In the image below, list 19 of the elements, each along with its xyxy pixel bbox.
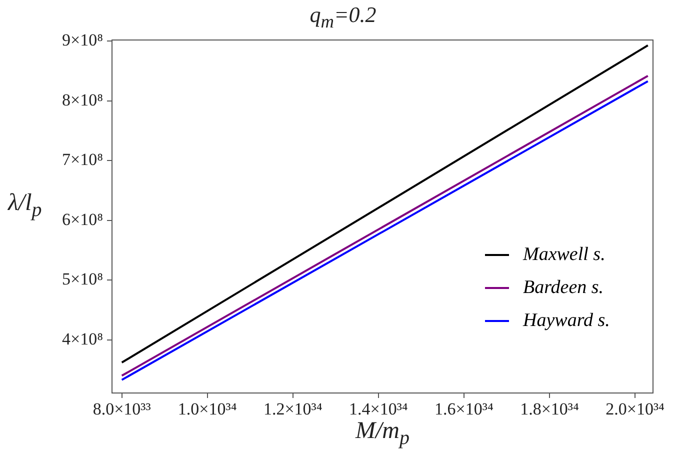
- y-tick-label: 7×10⁸: [62, 150, 104, 170]
- legend-label: Hayward s.: [523, 310, 610, 332]
- x-tick-label: 1.2×10³⁴: [263, 400, 322, 419]
- y-tick-label: 9×10⁸: [62, 30, 104, 50]
- x-tick-label: 1.0×10³⁴: [178, 400, 237, 419]
- y-tick-label: 4×10⁸: [62, 329, 104, 348]
- y-tick-label: 6×10⁸: [62, 210, 104, 229]
- legend-label: Bardeen s.: [523, 276, 604, 298]
- y-tick-label: 8×10⁸: [62, 90, 104, 110]
- chart-title: q$_{m}$=0.2: [308, 2, 378, 32]
- x-tick-label: 1.4×10³⁴: [349, 400, 408, 419]
- x-tick-label: 2.0×10³⁴: [606, 400, 665, 419]
- y-tick-label: 5×10⁸: [62, 270, 104, 289]
- x-tick-label: 8.0×10³³: [92, 400, 151, 419]
- legend-label: Maxwell s.: [523, 244, 606, 266]
- y-axis-title: λ/l$_{p}$: [8, 190, 42, 222]
- x-axis-title: M/m$_{p}$: [354, 418, 410, 450]
- x-tick-label: 1.8×10³⁴: [520, 400, 579, 419]
- x-tick-label: 1.6×10³⁴: [434, 400, 494, 419]
